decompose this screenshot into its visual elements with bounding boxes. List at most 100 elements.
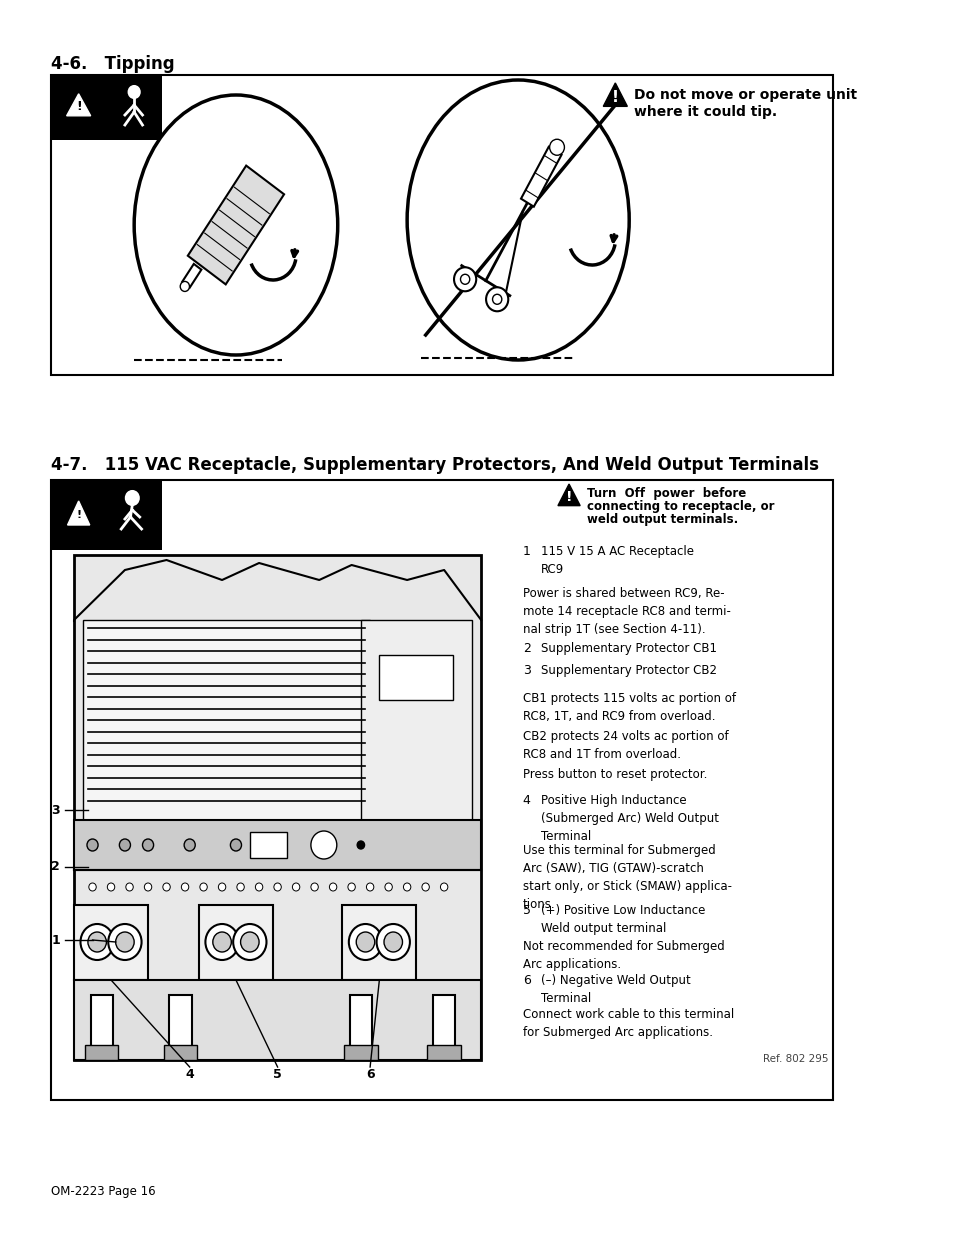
Circle shape (88, 932, 107, 952)
Text: (+) Positive Low Inductance
Weld output terminal: (+) Positive Low Inductance Weld output … (540, 904, 705, 935)
Bar (342, 905, 416, 981)
Bar (250, 832, 287, 858)
Text: Supplementary Protector CB2: Supplementary Protector CB2 (540, 664, 717, 677)
Circle shape (205, 924, 238, 960)
Bar (433, 995, 455, 1060)
Text: 6: 6 (365, 1068, 374, 1082)
Circle shape (549, 140, 564, 156)
Circle shape (292, 883, 299, 890)
Circle shape (142, 839, 153, 851)
Bar (379, 655, 453, 700)
Text: Do not move or operate unit: Do not move or operate unit (633, 88, 856, 103)
Circle shape (163, 883, 170, 890)
Circle shape (240, 932, 259, 952)
Circle shape (329, 883, 336, 890)
Circle shape (460, 274, 469, 284)
Bar (74, 555, 480, 1060)
Ellipse shape (134, 95, 337, 354)
Text: !: ! (76, 510, 81, 520)
Text: !: ! (75, 100, 81, 114)
Text: Ref. 802 295: Ref. 802 295 (761, 1053, 827, 1065)
Text: OM-2223 Page 16: OM-2223 Page 16 (51, 1186, 155, 1198)
Circle shape (218, 883, 226, 890)
Circle shape (89, 883, 96, 890)
Text: 4: 4 (522, 794, 530, 806)
Bar (74, 905, 148, 981)
Circle shape (126, 883, 133, 890)
Text: Supplementary Protector CB1: Supplementary Protector CB1 (540, 642, 717, 655)
Circle shape (311, 883, 318, 890)
Text: Power is shared between RC9, Re-
mote 14 receptacle RC8 and termi-
nal strip 1T : Power is shared between RC9, Re- mote 14… (522, 587, 730, 636)
Text: (–) Negative Weld Output
Terminal: (–) Negative Weld Output Terminal (540, 974, 690, 1005)
Text: 4: 4 (185, 1068, 193, 1082)
Text: !: ! (565, 490, 572, 504)
Text: Press button to reset protector.: Press button to reset protector. (522, 768, 706, 781)
Text: Turn  Off  power  before: Turn Off power before (586, 487, 745, 500)
Circle shape (454, 267, 476, 291)
Polygon shape (67, 94, 91, 116)
Circle shape (108, 924, 141, 960)
Circle shape (115, 932, 134, 952)
Circle shape (349, 924, 382, 960)
Bar (91, 995, 112, 1060)
Polygon shape (520, 147, 561, 206)
Circle shape (119, 839, 131, 851)
Circle shape (213, 932, 231, 952)
Circle shape (421, 883, 429, 890)
Text: 5: 5 (273, 1068, 282, 1082)
Text: 3: 3 (522, 664, 530, 677)
Polygon shape (602, 83, 627, 106)
Text: connecting to receptacle, or: connecting to receptacle, or (586, 500, 773, 513)
Bar (164, 1045, 197, 1060)
Bar (350, 995, 372, 1060)
Bar (360, 620, 472, 820)
Text: where it could tip.: where it could tip. (633, 105, 776, 119)
Text: 3: 3 (51, 804, 60, 816)
Circle shape (384, 883, 392, 890)
Text: 1: 1 (51, 934, 60, 946)
Text: 4-7.   115 VAC Receptacle, Supplementary Protectors, And Weld Output Terminals: 4-7. 115 VAC Receptacle, Supplementary P… (51, 456, 818, 474)
Circle shape (144, 883, 152, 890)
Text: 4-6.   Tipping: 4-6. Tipping (51, 56, 174, 73)
Ellipse shape (407, 80, 629, 359)
Circle shape (376, 924, 410, 960)
Circle shape (348, 883, 355, 890)
Polygon shape (558, 484, 579, 505)
Circle shape (486, 288, 508, 311)
Circle shape (180, 282, 190, 291)
Bar (51, 75, 832, 375)
Circle shape (129, 86, 139, 98)
Circle shape (355, 932, 375, 952)
Circle shape (199, 883, 207, 890)
Circle shape (181, 883, 189, 890)
Text: CB2 protects 24 volts ac portion of
RC8 and 1T from overload.: CB2 protects 24 volts ac portion of RC8 … (522, 730, 728, 761)
Bar (199, 905, 273, 981)
Circle shape (356, 841, 364, 848)
Bar (74, 820, 480, 869)
Text: 6: 6 (522, 974, 530, 987)
Circle shape (126, 492, 138, 505)
Text: Use this terminal for Submerged
Arc (SAW), TIG (GTAW)-scratch
start only, or Sti: Use this terminal for Submerged Arc (SAW… (522, 844, 731, 911)
Text: Not recommended for Submerged
Arc applications.: Not recommended for Submerged Arc applic… (522, 940, 723, 971)
Circle shape (384, 932, 402, 952)
Circle shape (274, 883, 281, 890)
Bar (169, 995, 192, 1060)
Circle shape (440, 883, 447, 890)
Bar (83, 620, 370, 820)
Text: 2: 2 (51, 861, 60, 873)
Circle shape (80, 924, 113, 960)
Circle shape (233, 924, 266, 960)
Bar (51, 75, 162, 140)
Circle shape (231, 839, 241, 851)
Polygon shape (68, 501, 90, 525)
Text: 115 V 15 A AC Receptacle
RC9: 115 V 15 A AC Receptacle RC9 (540, 545, 694, 576)
Bar (51, 480, 832, 1100)
Bar (51, 480, 162, 550)
Bar (344, 1045, 377, 1060)
Circle shape (236, 883, 244, 890)
Circle shape (403, 883, 411, 890)
Circle shape (255, 883, 262, 890)
Text: CB1 protects 115 volts ac portion of
RC8, 1T, and RC9 from overload.: CB1 protects 115 volts ac portion of RC8… (522, 692, 735, 722)
Bar (85, 1045, 118, 1060)
Circle shape (108, 883, 114, 890)
